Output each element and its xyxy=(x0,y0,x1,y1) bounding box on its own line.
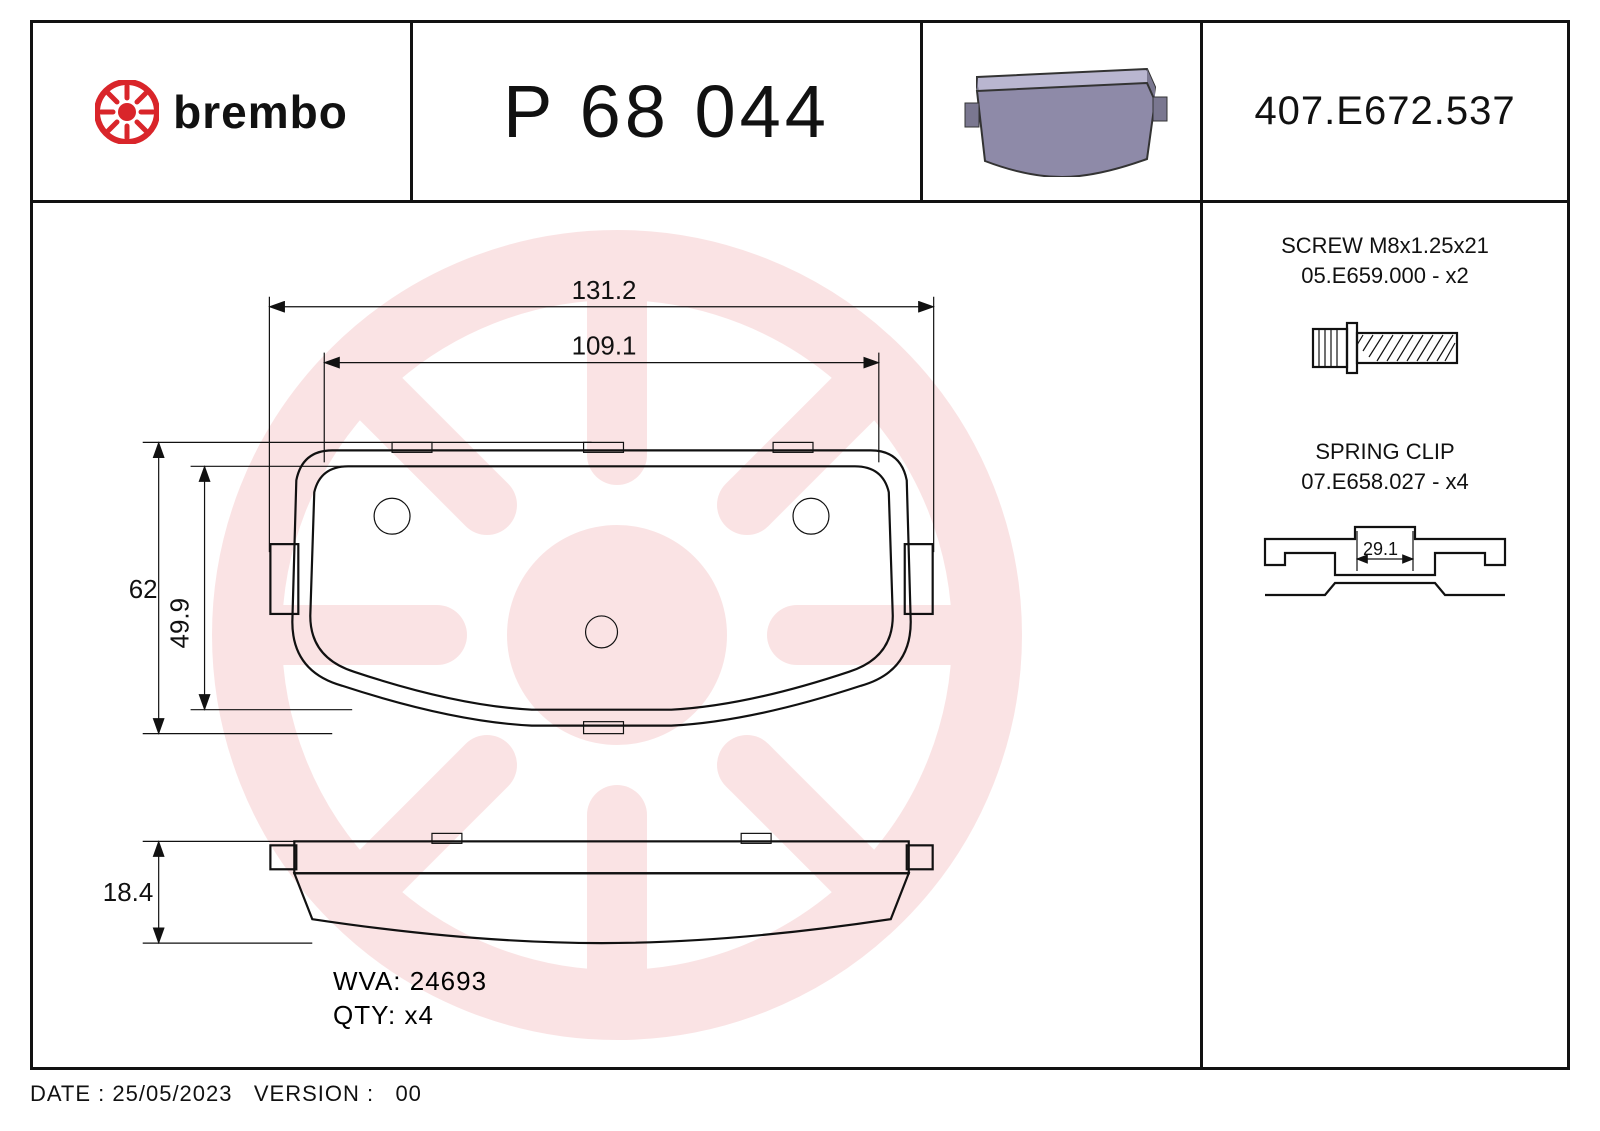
screw-title: SCREW M8x1.25x21 xyxy=(1227,233,1543,259)
spring-clip-icon: 29.1 xyxy=(1235,509,1535,629)
clip-block: SPRING CLIP 07.E658.027 - x4 29.1 xyxy=(1227,439,1543,635)
dim-height-inner-value: 49.9 xyxy=(167,598,195,648)
technical-drawing: 131.2 109.1 62 xyxy=(33,203,1200,1067)
version-value: 00 xyxy=(395,1081,421,1106)
header-row: brembo P 68 044 407.E672.537 xyxy=(33,23,1567,203)
body-row: 131.2 109.1 62 xyxy=(33,203,1567,1067)
brand-cell: brembo xyxy=(33,23,413,200)
dim-width-inner-value: 109.1 xyxy=(572,333,637,361)
drawing-sheet: brembo P 68 044 407.E672.537 xyxy=(30,20,1570,1070)
version-label: VERSION : xyxy=(254,1081,374,1106)
qty-value: x4 xyxy=(404,1000,433,1030)
pad-front-view xyxy=(270,442,932,733)
dim-thickness-value: 18.4 xyxy=(103,879,153,907)
dim-thickness: 18.4 xyxy=(103,841,312,943)
screw-icon xyxy=(1295,303,1475,393)
accessories-column: SCREW M8x1.25x21 05.E659.000 - x2 xyxy=(1203,203,1567,1067)
clip-code: 07.E658.027 - x4 xyxy=(1227,469,1543,495)
part-number: P 68 044 xyxy=(503,69,830,154)
thumbnail-cell xyxy=(923,23,1203,200)
clip-dim-value: 29.1 xyxy=(1363,539,1398,559)
dim-width-overall: 131.2 xyxy=(269,277,933,552)
main-drawing-area: 131.2 109.1 62 xyxy=(33,203,1203,1067)
qty-label: QTY: xyxy=(333,1000,396,1030)
screw-block: SCREW M8x1.25x21 05.E659.000 - x2 xyxy=(1227,233,1543,399)
clip-title: SPRING CLIP xyxy=(1227,439,1543,465)
reference-code-cell: 407.E672.537 xyxy=(1203,23,1567,200)
screw-code: 05.E659.000 - x2 xyxy=(1227,263,1543,289)
meta-line: DATE : 25/05/2023 VERSION : 00 xyxy=(30,1081,422,1107)
dim-height-inner: 49.9 xyxy=(167,466,353,709)
dim-width-overall-value: 131.2 xyxy=(572,277,637,305)
qty-line: QTY: x4 xyxy=(333,1000,434,1031)
pad-3d-thumb-icon xyxy=(947,47,1177,177)
reference-code: 407.E672.537 xyxy=(1254,89,1515,134)
dim-height-overall-value: 62 xyxy=(129,576,158,604)
pad-side-view xyxy=(270,833,932,943)
brand-name: brembo xyxy=(173,85,348,139)
wva-label: WVA: xyxy=(333,966,402,996)
date-value: 25/05/2023 xyxy=(112,1081,232,1106)
wva-line: WVA: 24693 xyxy=(333,966,487,997)
brembo-logo-icon xyxy=(95,80,159,144)
dim-height-overall: 62 xyxy=(129,442,592,733)
part-number-cell: P 68 044 xyxy=(413,23,923,200)
date-label: DATE : xyxy=(30,1081,105,1106)
wva-value: 24693 xyxy=(410,966,487,996)
